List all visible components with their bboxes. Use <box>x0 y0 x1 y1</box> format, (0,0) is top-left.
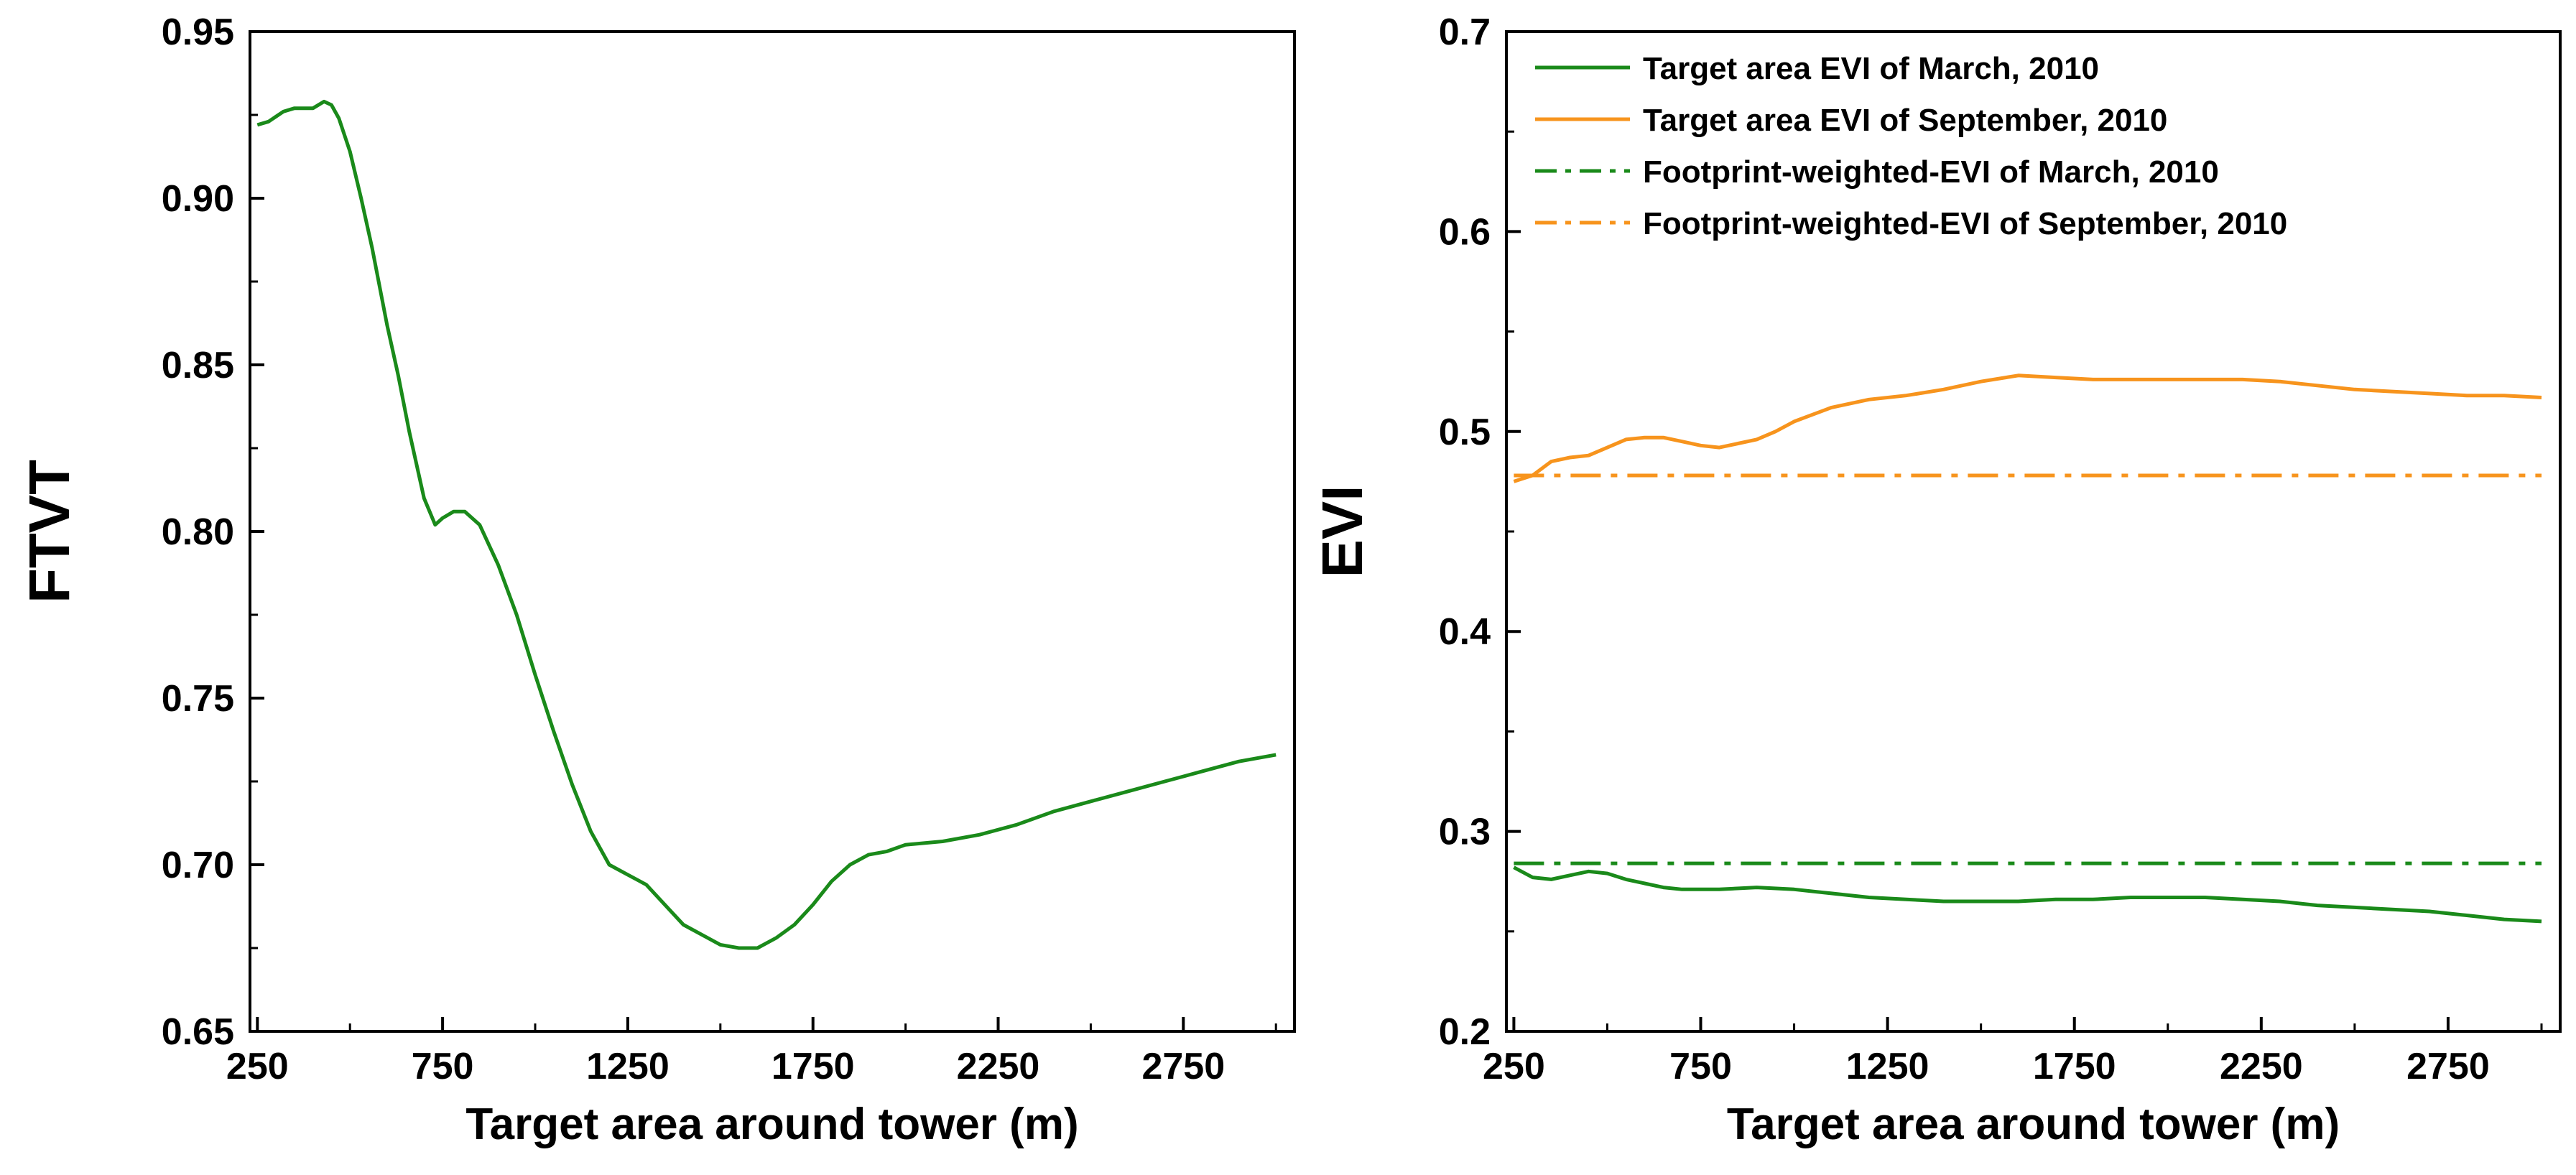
evi-chart: 0.2 0.3 0.4 0.5 0.6 0.7 250 750 1250 1750 2250 2750… <box>1310 11 2562 1149</box>
x-tick-label: 1250 <box>586 1046 670 1087</box>
y-tick-label: 0.4 <box>1439 611 1491 653</box>
x-tick-label: 750 <box>1669 1046 1732 1087</box>
y-tick-label: 0.85 <box>162 345 234 386</box>
legend-label: Footprint-weighted-EVI of September, 201… <box>1643 206 2287 241</box>
legend-label: Footprint-weighted-EVI of March, 2010 <box>1643 154 2219 190</box>
y-tick-label: 0.65 <box>162 1011 234 1053</box>
x-tick-label: 1250 <box>1846 1046 1929 1087</box>
y-axis-title: FTVT <box>17 460 81 603</box>
x-axis-title: Target area around tower (m) <box>1727 1100 2340 1149</box>
y-tick-label: 0.3 <box>1439 812 1491 853</box>
series-line-target-area-evi-of-september-2010 <box>1513 373 2542 483</box>
y-tick-label: 0.95 <box>162 11 234 53</box>
x-tick-label: 2750 <box>2406 1046 2490 1087</box>
legend-label: Target area EVI of September, 2010 <box>1643 103 2167 138</box>
x-tick-label: 2750 <box>1141 1046 1225 1087</box>
y-tick-label: 0.7 <box>1439 11 1491 53</box>
y-tick-label: 0.75 <box>162 678 234 720</box>
x-tick-label: 1750 <box>772 1046 855 1087</box>
y-tick-label: 0.80 <box>162 511 234 553</box>
x-axis-title: Target area around tower (m) <box>465 1100 1078 1149</box>
y-tick-label: 0.6 <box>1439 211 1491 253</box>
x-tick-label: 750 <box>412 1046 474 1087</box>
plot-frame <box>249 30 1296 1033</box>
x-tick-label: 2250 <box>2220 1046 2303 1087</box>
y-tick-label: 0.5 <box>1439 412 1491 453</box>
series-line-target-area-evi-of-march-2010 <box>1513 865 2542 924</box>
x-tick-label: 1750 <box>2033 1046 2116 1087</box>
ftvt-chart: 0.65 0.70 0.75 0.80 0.85 0.90 0.95 250 750 1250 17… <box>17 11 1296 1149</box>
x-tick-label: 2250 <box>957 1046 1040 1087</box>
x-tick-label: 250 <box>1483 1046 1545 1087</box>
legend-label: Target area EVI of March, 2010 <box>1643 51 2099 86</box>
series-line-ftvt <box>256 99 1277 950</box>
y-tick-label: 0.70 <box>162 845 234 886</box>
y-axis-title: EVI <box>1310 486 1374 578</box>
y-tick-label: 0.90 <box>162 178 234 220</box>
y-tick-label: 0.2 <box>1439 1011 1491 1053</box>
legend: Target area EVI of March, 2010 Target are… <box>1535 51 2287 241</box>
x-tick-label: 250 <box>226 1046 289 1087</box>
